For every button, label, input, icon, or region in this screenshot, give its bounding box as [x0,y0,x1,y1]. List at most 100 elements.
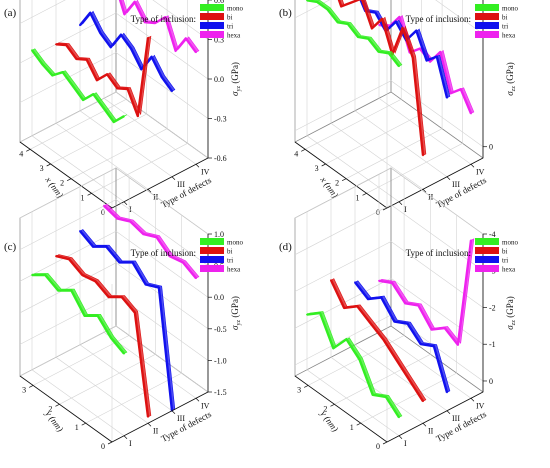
defect-gridline [378,0,472,165]
ribbon-band [119,0,200,53]
data-point [96,79,98,82]
data-point [130,47,133,50]
z-gridline [294,80,484,147]
data-point [382,338,385,341]
defect-tick [422,189,427,193]
defect-tick [195,164,200,168]
z-axis-label: σyz (GPa) [230,62,242,96]
defect-axis-label: Type of defects [434,409,488,444]
x-tick-label: 1 [75,423,79,432]
defect-tick-label: III [452,180,460,189]
data-point [398,16,401,18]
legend-swatch-tri [200,256,224,263]
defect-tick-label: IV [476,401,485,410]
defect-tick [171,410,176,414]
z-gridline [294,167,484,235]
data-point [385,396,387,398]
legend-label-tri: tri [502,257,508,265]
data-point [459,88,462,91]
defect-gridline [330,0,424,190]
z-axis-label: σzz (GPa) [505,62,517,96]
x-tick-label: 3 [315,164,319,173]
x-axis-label: y (nm) [318,408,340,433]
data-point [57,289,60,292]
back-wall-left [19,0,117,143]
z-tick-label: 0.3 [214,36,224,45]
legend-label-mono: mono [502,239,518,247]
legend-label-bi: bi [227,14,233,22]
z-tick-label: 0 [489,377,493,386]
data-point [131,261,134,264]
legend-swatch-tri [200,22,224,29]
z-gridline [19,262,209,330]
series-bi [54,35,152,118]
x-tick [28,385,34,388]
data-point [419,47,421,50]
legend-label-tri: tri [227,23,233,31]
data-point [144,21,146,24]
legend-label-mono: mono [502,5,518,13]
data-point [129,220,132,223]
defect-axis-line [386,157,484,209]
z-gridline [19,91,209,159]
data-point [160,76,163,79]
data-point [105,245,108,248]
data-point [118,261,121,264]
defect-gridline [103,174,197,399]
legend-label-tri: tri [227,257,233,265]
legend-swatch-bi [475,247,499,254]
data-point [446,391,448,394]
x-gridline [32,177,130,386]
series-hexa [378,14,475,115]
defect-tick-label: II [428,426,434,435]
data-point [371,27,373,30]
series-mono [31,273,128,355]
legend-swatch-mono [475,238,499,245]
data-point [398,65,400,68]
series-line [31,273,125,355]
x-tick [303,385,309,388]
data-point [182,261,184,264]
z-tick-label: 0.0 [214,293,224,302]
x-gridline [366,0,463,194]
series-line [354,281,449,393]
defect-gridline [79,186,173,412]
x-axis-label: y (nm) [43,408,65,433]
defect-gridline [354,0,448,178]
data-point [44,274,46,276]
x-tick [107,441,113,445]
x-gridline [307,177,405,386]
data-point [326,8,329,11]
data-point [330,279,332,281]
data-point [336,21,339,24]
series-mono [306,0,403,68]
data-point [72,85,74,87]
data-point [133,0,136,3]
x-tick-label: 0 [376,208,380,217]
series-line [329,279,425,402]
x-tick [55,403,60,407]
x-tick-label: 2 [323,404,327,413]
x-tick [321,163,326,167]
defect-tick-label: I [404,205,407,214]
data-point [79,24,81,27]
defect-axis-label: Type of defects [159,409,213,444]
data-point [92,93,95,96]
defect-axis-line [111,157,209,209]
z-gridline [19,294,209,361]
x-axis-line [294,375,388,443]
x-gridline [59,196,156,405]
data-point [393,320,396,323]
defect-tick [398,201,403,205]
data-point [116,87,119,90]
legend-label-hexa: hexa [502,266,516,274]
series-line [337,0,425,156]
series-bi [55,254,152,418]
data-point [422,154,424,157]
legend-label-bi: bi [502,14,508,22]
x-axis-line [19,141,113,209]
x-tick [26,149,31,152]
data-point [102,107,105,109]
